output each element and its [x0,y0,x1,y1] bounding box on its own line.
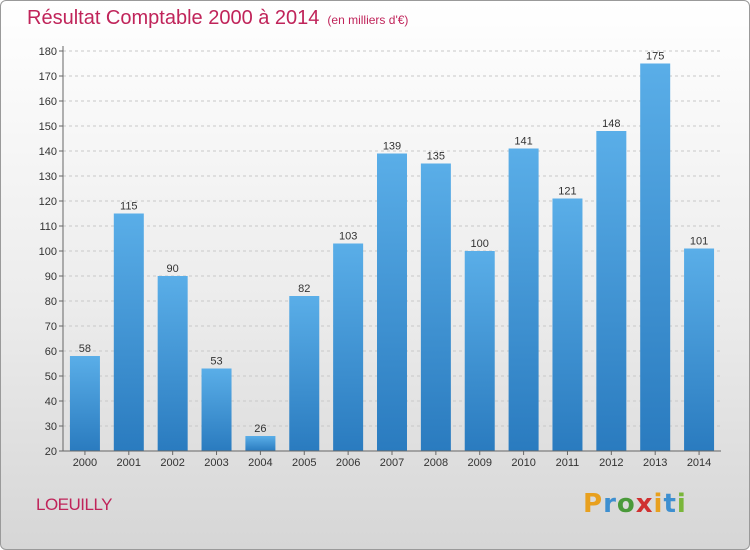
y-tick-label: 160 [39,96,57,108]
y-tick-label: 120 [39,196,57,208]
bar [377,153,407,451]
bar-value-label: 90 [167,263,179,275]
bar-value-label: 148 [602,118,620,130]
bar-value-label: 175 [646,51,664,63]
logo-letter: o [616,489,636,519]
bar [464,251,495,451]
y-tick-label: 110 [39,221,57,233]
x-tick-label: 2010 [511,457,535,469]
y-tick-label: 90 [45,271,57,283]
bar [289,296,320,451]
proxiti-logo: Proxiti [583,489,687,519]
x-tick-label: 2011 [556,457,580,469]
bar-value-label: 53 [210,356,222,368]
logo-letter: i [653,489,664,519]
x-tick-label: 2000 [73,457,97,469]
bar-value-label: 135 [427,151,445,163]
x-tick-label: 2012 [599,457,623,469]
y-tick-label: 30 [45,421,57,433]
bar [245,436,276,451]
x-tick-label: 2002 [160,457,184,469]
y-tick-label: 80 [45,296,57,308]
bars: 58 115 90 53 26 82 103 139 135 100 141 121 148 175 101 [69,51,715,451]
bar [640,63,671,451]
x-tick-label: 2003 [204,457,228,469]
bar [113,213,144,451]
bar-value-label: 115 [120,201,138,213]
bar [596,131,627,451]
x-axis: 2000 2001 2002 2003 2004 2005 2006 2007 2008 2009… [63,450,721,469]
y-tick-label: 60 [45,346,57,358]
bar [552,198,583,451]
commune-name: LOEUILLY [36,495,113,514]
x-tick-label: 2014 [687,457,711,469]
y-tick-label: 40 [45,396,57,408]
y-axis: 20 30 40 50 60 70 80 90 100 110 120 130 140 150 160 170… [39,46,64,458]
bar [684,248,715,451]
x-tick-label: 2007 [380,457,404,469]
bar-value-label: 26 [254,423,266,435]
y-tick-label: 70 [45,321,57,333]
bar-value-label: 58 [79,343,91,355]
x-tick-label: 2005 [292,457,316,469]
bar-value-label: 100 [471,238,489,250]
logo-letter: P [583,489,604,519]
logo-letter: x [635,489,654,519]
x-tick-label: 2008 [424,457,448,469]
bar [508,148,539,451]
chart-subtitle: (en milliers d'€) [327,13,409,27]
x-tick-label: 2004 [248,457,272,469]
y-tick-label: 150 [39,121,57,133]
bar [157,276,188,451]
logo-letter: r [603,489,617,519]
y-tick-label: 140 [39,146,57,158]
logo-letter: i [676,489,687,519]
y-tick-label: 20 [45,446,57,458]
logo-letter: t [663,489,677,519]
y-tick-label: 50 [45,371,57,383]
y-tick-label: 170 [39,71,57,83]
bar-value-label: 141 [514,136,532,148]
bar-value-label: 82 [298,283,310,295]
bar-value-label: 101 [690,236,708,248]
bar [201,368,232,451]
chart-title: Résultat Comptable 2000 à 2014 (en millie… [27,7,409,29]
x-tick-label: 2009 [467,457,491,469]
x-tick-label: 2006 [336,457,360,469]
bar [69,356,100,451]
x-tick-label: 2013 [643,457,667,469]
y-tick-label: 180 [39,46,57,58]
bar-value-label: 121 [558,186,576,198]
bar [420,163,451,451]
bar-value-label: 139 [383,141,401,153]
y-tick-label: 100 [39,246,57,258]
bar [333,243,364,451]
y-tick-label: 130 [39,171,57,183]
x-tick-label: 2001 [117,457,141,469]
bar-value-label: 103 [339,231,357,243]
